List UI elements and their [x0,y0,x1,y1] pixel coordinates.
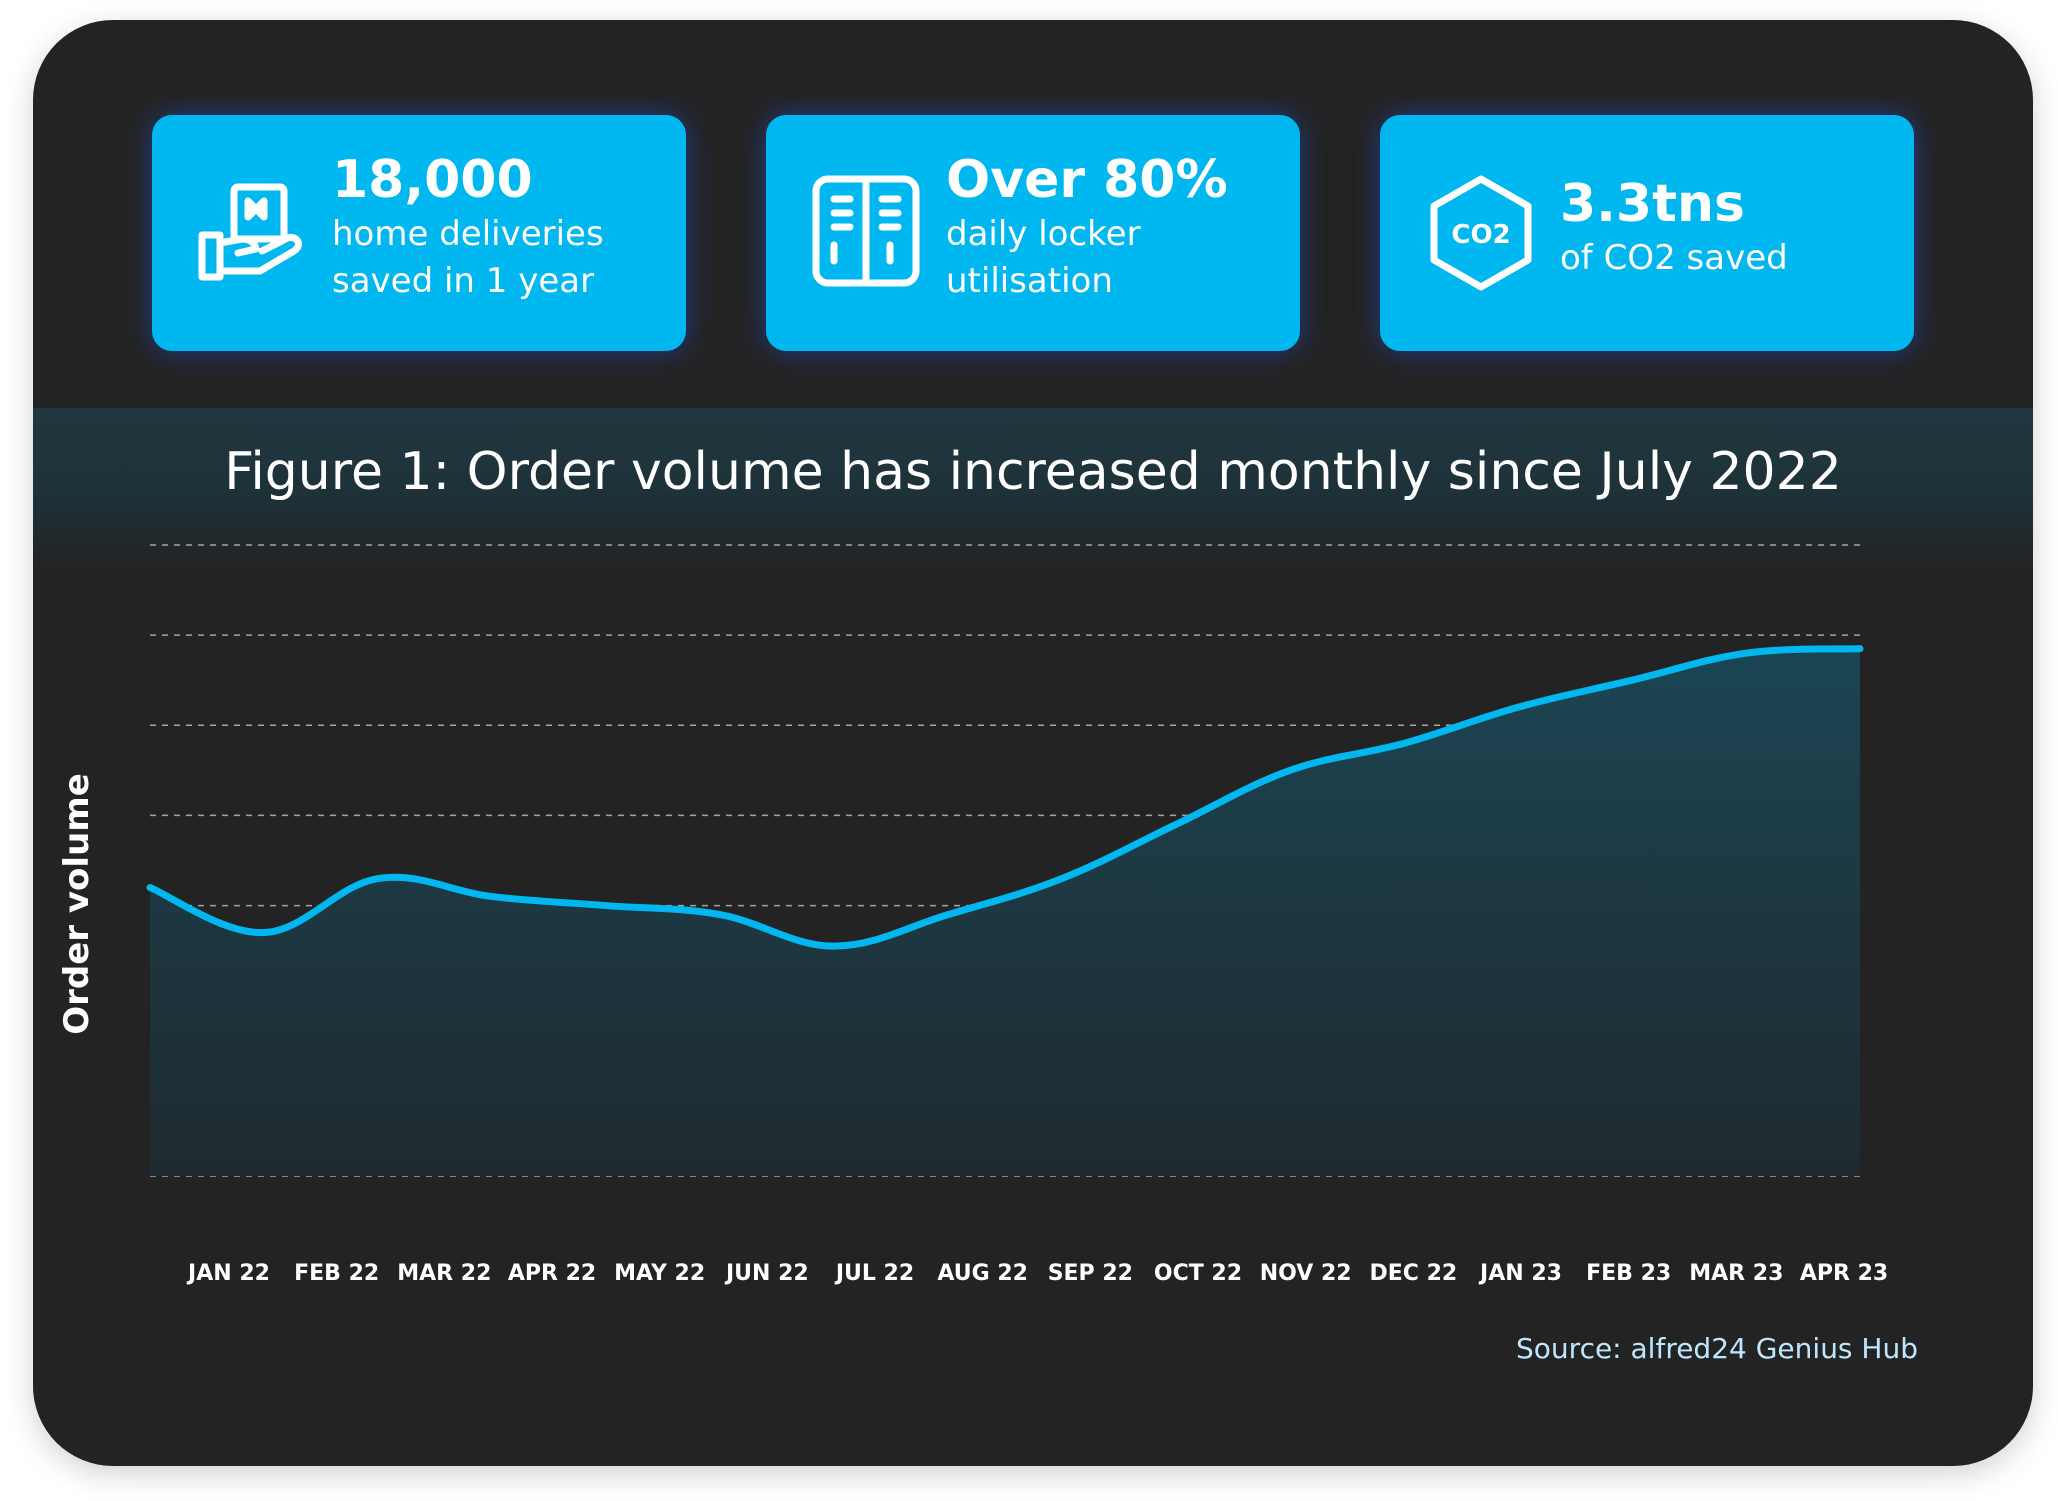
stat-card-co2: CO2 3.3tns of CO2 saved [1380,115,1914,351]
x-tick-label: APR 22 [508,1261,596,1286]
hand-package-icon [198,173,308,293]
co2-hexagon-icon: CO2 [1426,173,1536,293]
locker-icon [812,173,922,293]
x-tick-label: JAN 23 [1478,1261,1562,1286]
area-fill [150,648,1860,1176]
stat-value: Over 80% [946,150,1228,210]
stat-label-line2: saved in 1 year [332,261,595,301]
chart-title: Figure 1: Order volume has increased mon… [224,442,1842,502]
x-tick-label: JUN 22 [724,1261,809,1286]
infographic-frame: 18,000 home deliveries saved in 1 year O… [33,20,2033,1466]
stat-label-line1: home deliveries [332,214,604,254]
x-tick-label: JAN 22 [186,1261,270,1286]
stat-text: 18,000 home deliveries saved in 1 year [332,149,672,305]
x-tick-label: SEP 22 [1048,1261,1133,1286]
stat-label-line1: of CO2 saved [1560,238,1788,278]
co2-icon-label: CO2 [1451,220,1510,250]
stat-value: 3.3tns [1560,174,1745,234]
x-tick-label: AUG 22 [937,1261,1028,1286]
x-tick-label: OCT 22 [1154,1261,1242,1286]
x-tick-labels: JAN 22 FEB 22 MAR 22 APR 22 MAY 22 JUN 22 JUL … [186,1261,1888,1286]
x-tick-label: FEB 22 [294,1261,379,1286]
area-layer [150,648,1860,1176]
x-tick-label: NOV 22 [1260,1261,1352,1286]
x-tick-label: JUL 22 [834,1261,914,1286]
x-tick-label: MAR 23 [1689,1261,1783,1286]
chart-header-band [33,408,2033,568]
stat-label-line1: daily locker [946,214,1141,254]
line-layer [146,645,1864,950]
source-note: Source: alfred24 Genius Hub [1516,1332,1918,1365]
stat-label-line2: utilisation [946,261,1113,301]
stat-text: 3.3tns of CO2 saved [1560,173,1900,282]
series-line [146,645,1864,950]
x-tick-label: MAR 22 [397,1261,491,1286]
x-tick-label: FEB 23 [1586,1261,1671,1286]
stat-card-deliveries: 18,000 home deliveries saved in 1 year [152,115,686,351]
x-tick-label: DEC 22 [1369,1261,1457,1286]
stat-card-locker-utilisation: Over 80% daily locker utilisation [766,115,1300,351]
stat-text: Over 80% daily locker utilisation [946,149,1286,305]
order-volume-chart: JAN 22 FEB 22 MAR 22 APR 22 MAY 22 JUN 22 JUL … [146,544,1888,1286]
stat-value: 18,000 [332,150,533,210]
x-tick-label: MAY 22 [614,1261,705,1286]
x-tick-label: APR 23 [1800,1261,1888,1286]
